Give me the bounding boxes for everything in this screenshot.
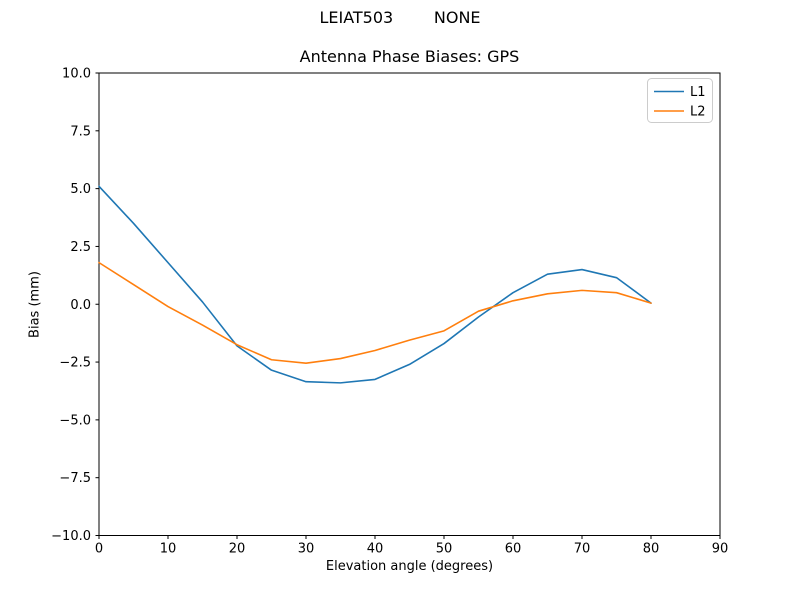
- x-tick-label: 80: [643, 542, 660, 557]
- y-tick-label: 2.5: [70, 240, 91, 255]
- legend-label-l2: L2: [690, 105, 706, 120]
- y-tick-label: −7.5: [59, 471, 91, 486]
- y-tick-label: −2.5: [59, 356, 91, 371]
- y-tick-label: 10.0: [62, 67, 91, 82]
- x-axis-label: Elevation angle (degrees): [325, 559, 494, 574]
- x-tick-label: 90: [712, 542, 729, 557]
- x-tick-label: 20: [229, 542, 246, 557]
- y-tick-label: 5.0: [70, 182, 91, 197]
- x-tick-label: 40: [367, 542, 384, 557]
- x-tick-label: 30: [298, 542, 315, 557]
- y-tick-label: −5.0: [59, 413, 91, 428]
- x-tick-label: 10: [160, 542, 177, 557]
- x-tick-label: 50: [436, 542, 453, 557]
- axes-frame: [98, 72, 721, 536]
- legend-label-l1: L1: [690, 85, 706, 100]
- axes-title: Antenna Phase Biases: GPS: [299, 47, 520, 66]
- series-line-l1: [98, 185, 652, 384]
- x-tick-label: 0: [95, 542, 103, 557]
- series-line-l2: [98, 261, 652, 365]
- y-tick-label: −10.0: [51, 529, 91, 544]
- figure-suptitle: LEIAT503 NONE: [319, 8, 481, 27]
- x-tick-label: 60: [505, 542, 522, 557]
- y-tick-label: 7.5: [70, 124, 91, 139]
- x-tick-label: 70: [574, 542, 591, 557]
- y-tick-label: 0.0: [70, 298, 91, 313]
